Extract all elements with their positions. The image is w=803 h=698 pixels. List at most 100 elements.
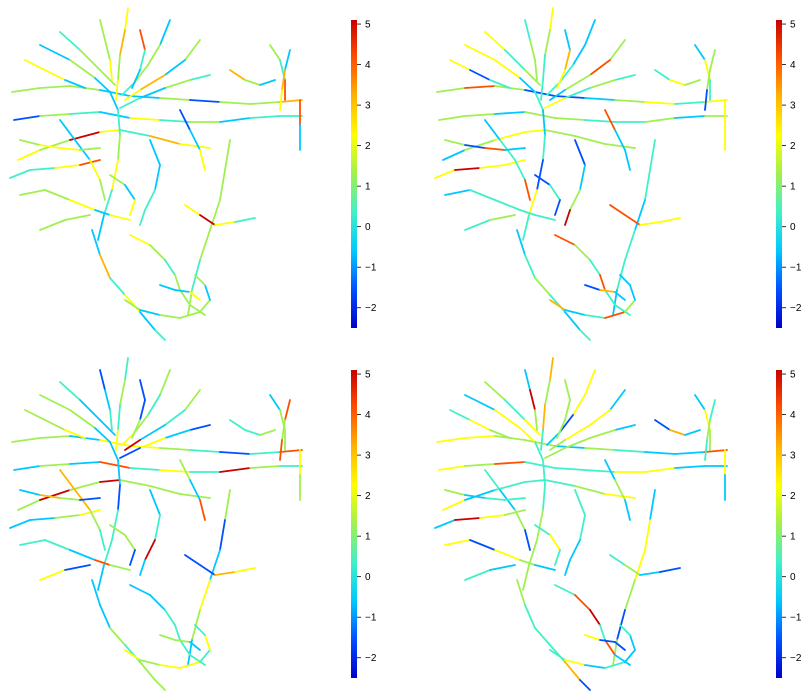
road-segment	[147, 394, 161, 416]
road-segment	[524, 439, 556, 447]
road-segment	[524, 69, 541, 86]
road-segment	[99, 439, 131, 447]
road-segment	[19, 539, 46, 546]
road-segment	[534, 214, 556, 221]
road-segment	[79, 147, 101, 151]
road-segment	[134, 64, 149, 83]
road-segment	[39, 44, 71, 61]
road-segment	[44, 69, 66, 81]
road-segment	[544, 29, 551, 56]
road-segment	[624, 579, 636, 611]
road-segment	[614, 129, 626, 151]
road-segment	[59, 31, 81, 51]
road-segment	[556, 419, 566, 439]
road-segment	[164, 409, 186, 426]
road-segment	[549, 357, 554, 381]
road-segment	[129, 95, 161, 99]
road-segment	[519, 559, 536, 566]
road-segment	[199, 499, 206, 521]
road-segment	[554, 549, 561, 566]
road-segment	[444, 489, 466, 496]
road-segment	[624, 229, 636, 261]
road-segment	[139, 87, 166, 99]
road-segment	[54, 164, 81, 169]
colorbar-tick-label: 2	[365, 141, 371, 152]
road-segment	[117, 484, 121, 511]
road-segment	[39, 85, 71, 89]
road-segment	[164, 59, 186, 76]
road-segment	[464, 489, 496, 501]
road-segment	[179, 289, 191, 306]
road-segment	[229, 419, 246, 431]
road-segment	[97, 564, 105, 591]
road-segment	[604, 311, 626, 319]
road-segment	[614, 99, 646, 103]
road-segment	[579, 679, 591, 691]
road-segment	[442, 149, 466, 161]
road-segment	[94, 427, 111, 443]
road-segment	[119, 447, 141, 459]
road-segment	[89, 159, 101, 181]
road-segment	[179, 311, 201, 319]
road-segment	[674, 115, 706, 119]
road-segment	[614, 291, 626, 301]
road-segment	[604, 639, 616, 656]
road-segment	[436, 87, 466, 93]
road-segment	[19, 189, 46, 196]
colorbar-tick-label: −1	[365, 613, 377, 624]
road-segment	[624, 299, 636, 313]
road-segment	[24, 409, 46, 421]
colorbar-tick-label: −2	[365, 653, 377, 664]
road-segment	[569, 189, 581, 211]
road-segment	[674, 465, 706, 469]
road-segment	[194, 274, 206, 286]
colorbar-tick-label: 1	[365, 532, 371, 543]
road-segment	[489, 429, 511, 439]
colorbar	[351, 20, 357, 328]
road-segment	[154, 329, 166, 341]
road-segment	[249, 451, 281, 455]
road-segment	[464, 219, 491, 231]
road-segment	[674, 451, 706, 455]
road-segment	[219, 451, 251, 455]
road-network-map: −2 −1 0 1 2 3 4 5	[9, 357, 377, 691]
road-segment	[284, 399, 291, 421]
road-segment	[219, 169, 226, 201]
road-segment	[524, 179, 531, 201]
colorbar	[776, 370, 782, 678]
road-segment	[469, 419, 491, 431]
road-segment	[99, 69, 116, 86]
road-segment	[624, 149, 631, 171]
road-segment	[184, 204, 201, 216]
road-segment	[99, 604, 111, 629]
road-segment	[279, 89, 283, 111]
road-segments	[9, 357, 303, 691]
road-segment	[514, 509, 526, 531]
road-segment	[97, 214, 105, 241]
road-segment	[479, 514, 506, 519]
road-segment	[564, 29, 571, 51]
road-segment	[524, 111, 556, 119]
road-segment	[634, 549, 646, 581]
road-segment	[522, 564, 530, 591]
colorbar-tick-label: −1	[790, 263, 802, 274]
road-segment	[464, 394, 496, 411]
road-segment	[564, 399, 571, 421]
road-segment	[94, 209, 111, 216]
road-segment	[529, 389, 536, 411]
road-segment	[536, 159, 544, 191]
road-segment	[109, 214, 131, 221]
road-segment	[39, 113, 71, 117]
road-segment	[99, 254, 111, 279]
road-segment	[99, 419, 116, 436]
road-segment	[194, 624, 206, 636]
road-segment	[544, 97, 566, 109]
road-segment	[117, 404, 121, 431]
road-segment	[589, 259, 601, 276]
road-segment	[504, 509, 526, 516]
road-segment	[79, 49, 101, 71]
road-segment	[619, 624, 631, 636]
road-segment	[599, 289, 616, 293]
road-segment	[109, 59, 113, 81]
road-segment	[279, 99, 303, 103]
